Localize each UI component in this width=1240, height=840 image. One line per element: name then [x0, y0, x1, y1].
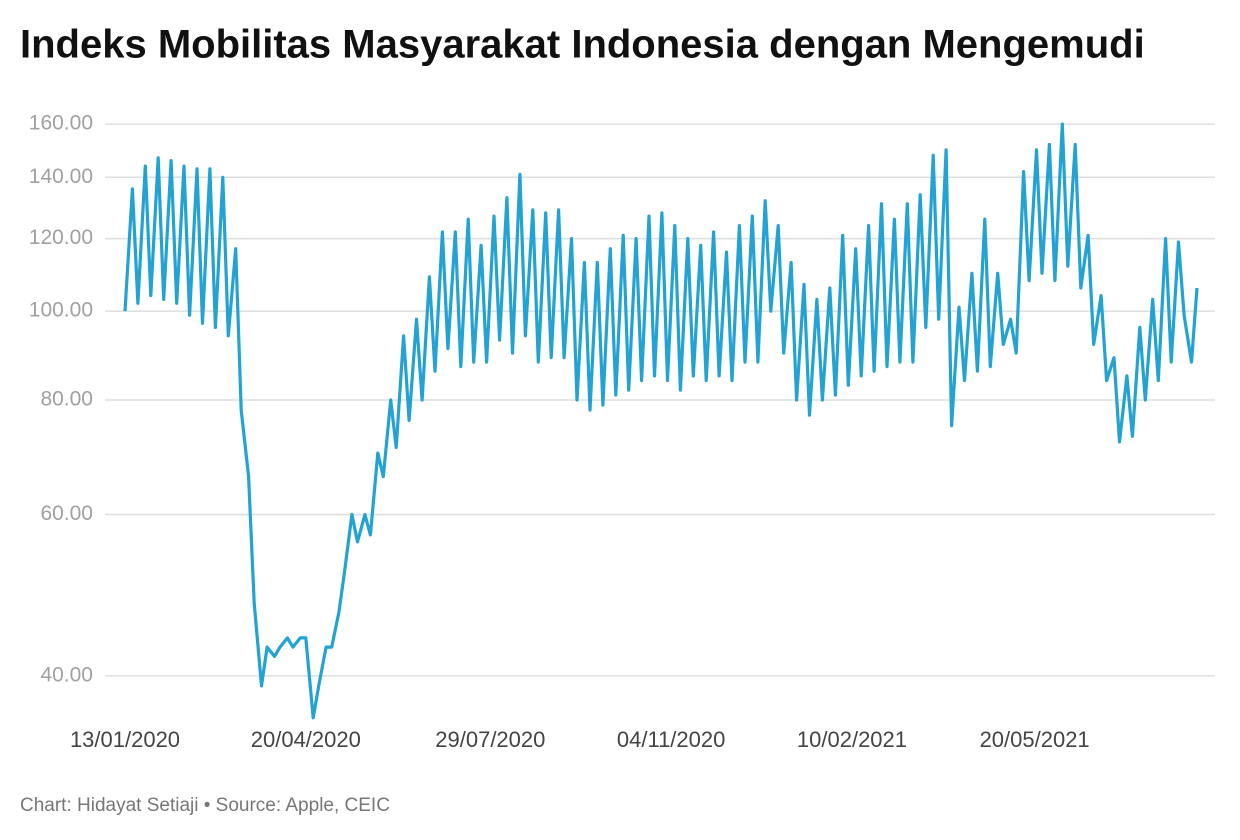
y-tick-label: 40.00 — [40, 663, 93, 686]
x-tick-label: 29/07/2020 — [435, 727, 545, 752]
x-tick-label: 10/02/2021 — [797, 727, 907, 752]
y-tick-label: 100.00 — [29, 299, 93, 322]
x-tick-label: 20/05/2021 — [980, 727, 1090, 752]
x-tick-label: 13/01/2020 — [70, 727, 180, 752]
y-tick-label: 80.00 — [40, 388, 93, 411]
y-tick-label: 140.00 — [29, 165, 93, 188]
data-line — [123, 122, 1199, 720]
x-tick-label: 20/04/2020 — [251, 727, 361, 752]
source-note: Chart: Hidayat Setiaji • Source: Apple, … — [20, 795, 390, 816]
x-tick-label: 04/11/2020 — [617, 727, 725, 752]
y-tick-label: 60.00 — [40, 502, 93, 525]
chart-title: Indeks Mobilitas Masyarakat Indonesia de… — [20, 23, 1145, 67]
y-tick-label: 160.00 — [29, 112, 93, 135]
y-tick-label: 120.00 — [29, 226, 93, 249]
